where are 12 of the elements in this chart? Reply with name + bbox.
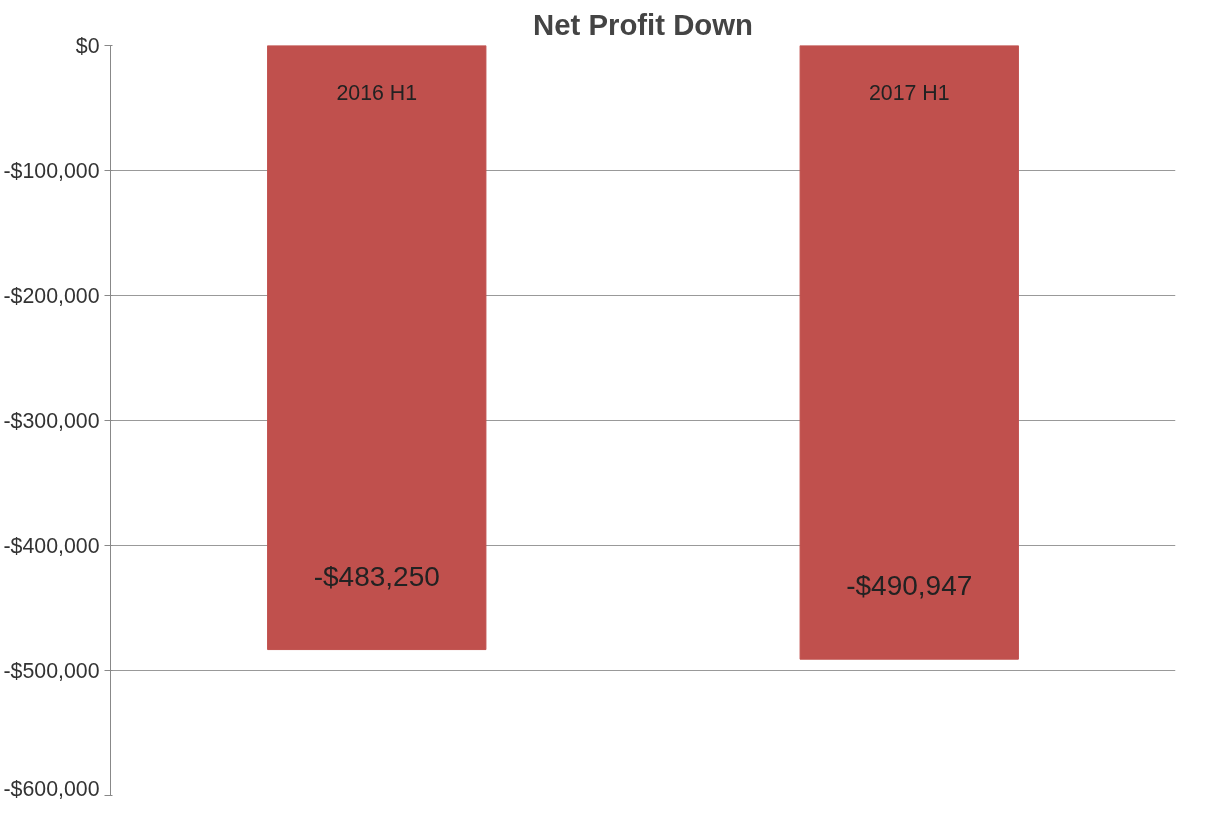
y-tick-label: -$100,000 xyxy=(3,158,100,183)
text: -$490,947 xyxy=(846,570,973,602)
x-tick-label: 2017 H1 xyxy=(868,80,950,105)
y-tick-label: -$200,000 xyxy=(3,283,100,308)
chart-title: Net Profit Down xyxy=(533,7,753,41)
y-tick-label: $0 xyxy=(75,33,100,58)
x-tick-label: 2016 H1 xyxy=(336,80,418,105)
y-tick-label: -$300,000 xyxy=(3,408,100,433)
text: -$483,250 xyxy=(313,560,440,592)
y-tick-label: -$500,000 xyxy=(3,658,100,683)
y-tick-label: -$400,000 xyxy=(3,533,100,558)
y-tick-label: -$600,000 xyxy=(3,776,100,801)
